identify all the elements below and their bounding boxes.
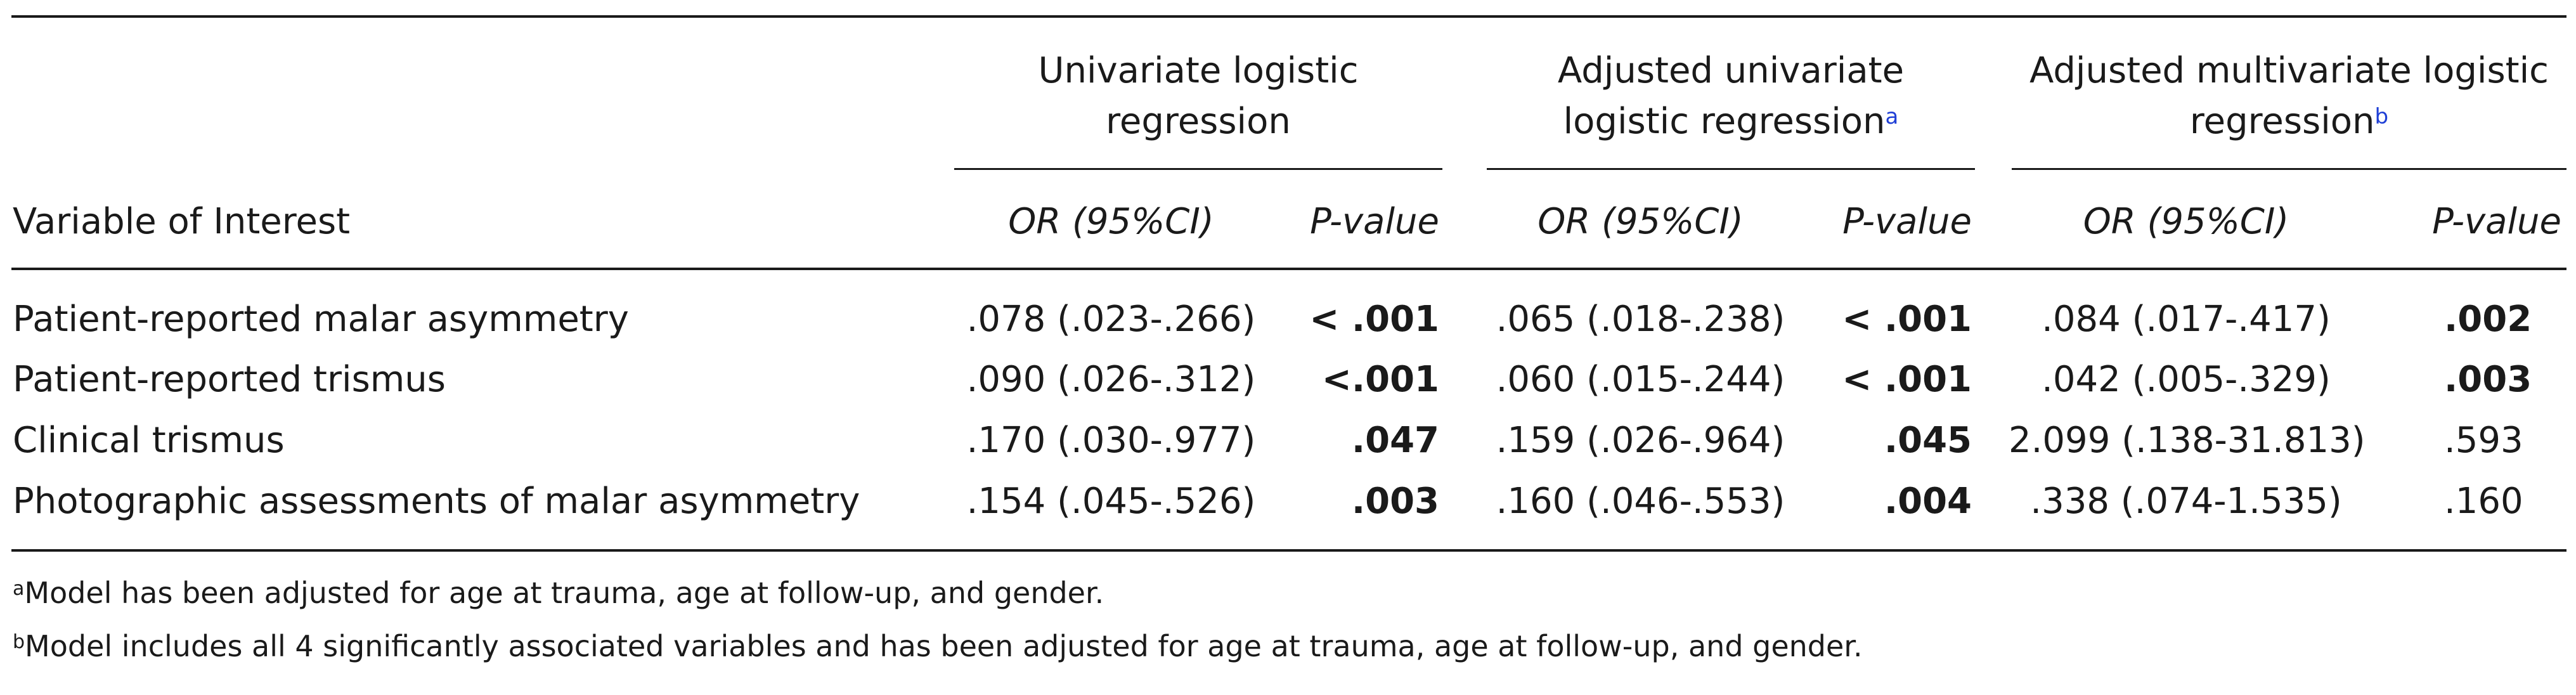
cell-or: .170 (.030-.977)	[966, 420, 1256, 461]
subheader-p: P-value	[1842, 201, 1972, 242]
cell-or: .154 (.045-.526)	[966, 481, 1256, 522]
footnote-b: bModel includes all 4 significantly asso…	[13, 627, 1863, 665]
group-header-line1: Adjusted univariate	[1557, 50, 1905, 91]
row-variable: Clinical trismus	[13, 420, 285, 461]
cell-or: .160 (.046-.553)	[1496, 481, 1785, 522]
cell-p-value: <.001	[1321, 359, 1439, 400]
cell-p-value: < .001	[1842, 299, 1972, 340]
cell-or: .042 (.005-.329)	[2042, 359, 2331, 400]
cell-p-value: .004	[1884, 481, 1972, 522]
subheader-or: OR (95%CI)	[2083, 201, 2289, 242]
cell-p-value: .045	[1884, 420, 1972, 461]
group-header-line2: logistic regressiona	[1563, 101, 1899, 142]
row-variable: Patient-reported malar asymmetry	[13, 299, 629, 340]
cell-or: .078 (.023-.266)	[966, 299, 1256, 340]
footnote-b-mark: b	[13, 631, 25, 653]
group-header-line1: Adjusted multivariate logistic	[2029, 50, 2549, 91]
subheader-p: P-value	[2432, 201, 2561, 242]
cell-or: .338 (.074-1.535)	[2030, 481, 2342, 522]
cell-or: .090 (.026-.312)	[966, 359, 1256, 400]
cell-or: .084 (.017-.417)	[2042, 299, 2331, 340]
cell-p-value: < .001	[1309, 299, 1439, 340]
row-variable: Patient-reported trismus	[13, 359, 446, 400]
bottom-rule	[11, 549, 2566, 552]
footnote-b-text: Model includes all 4 significantly assoc…	[25, 629, 1863, 663]
group-header-adjusted-multivariate: Adjusted multivariate logistic regressio…	[2012, 46, 2566, 147]
cell-p-value: .160	[2444, 481, 2523, 522]
group-header-line2: regressionb	[2189, 101, 2389, 142]
subheader-p: P-value	[1310, 201, 1439, 242]
group-underline-3	[2012, 168, 2566, 170]
footnote-a: aModel has been adjusted for age at trau…	[13, 574, 1104, 612]
top-rule	[11, 15, 2566, 18]
cell-p-value: .593	[2444, 420, 2523, 461]
footnote-a-text: Model has been adjusted for age at traum…	[24, 576, 1104, 610]
subheader-or: OR (95%CI)	[1537, 201, 1744, 242]
cell-p-value: .003	[2444, 359, 2532, 400]
group-header-line1: Univariate logistic	[1038, 50, 1359, 91]
cell-or: 2.099 (.138-31.813)	[2009, 420, 2366, 461]
row-variable: Photographic assessments of malar asymme…	[13, 481, 860, 522]
footnote-mark-b[interactable]: b	[2374, 104, 2389, 129]
subheader-or: OR (95%CI)	[1008, 201, 1214, 242]
footnote-a-mark: a	[13, 578, 25, 600]
group-header-adjusted-univariate: Adjusted univariate logistic regressiona	[1487, 46, 1975, 147]
cell-p-value: .003	[1351, 481, 1439, 522]
group-header-line2: regression	[1106, 101, 1291, 142]
group-underline-1	[954, 168, 1442, 170]
header-rule	[11, 268, 2566, 270]
group-underline-2	[1487, 168, 1975, 170]
stub-header: Variable of Interest	[13, 201, 351, 242]
footnote-mark-a[interactable]: a	[1885, 104, 1899, 129]
cell-p-value: .002	[2444, 299, 2532, 340]
cell-or: .159 (.026-.964)	[1496, 420, 1785, 461]
cell-or: .060 (.015-.244)	[1496, 359, 1785, 400]
group-header-univariate: Univariate logistic regression	[954, 46, 1442, 147]
cell-or: .065 (.018-.238)	[1496, 299, 1785, 340]
cell-p-value: .047	[1351, 420, 1439, 461]
cell-p-value: < .001	[1842, 359, 1972, 400]
